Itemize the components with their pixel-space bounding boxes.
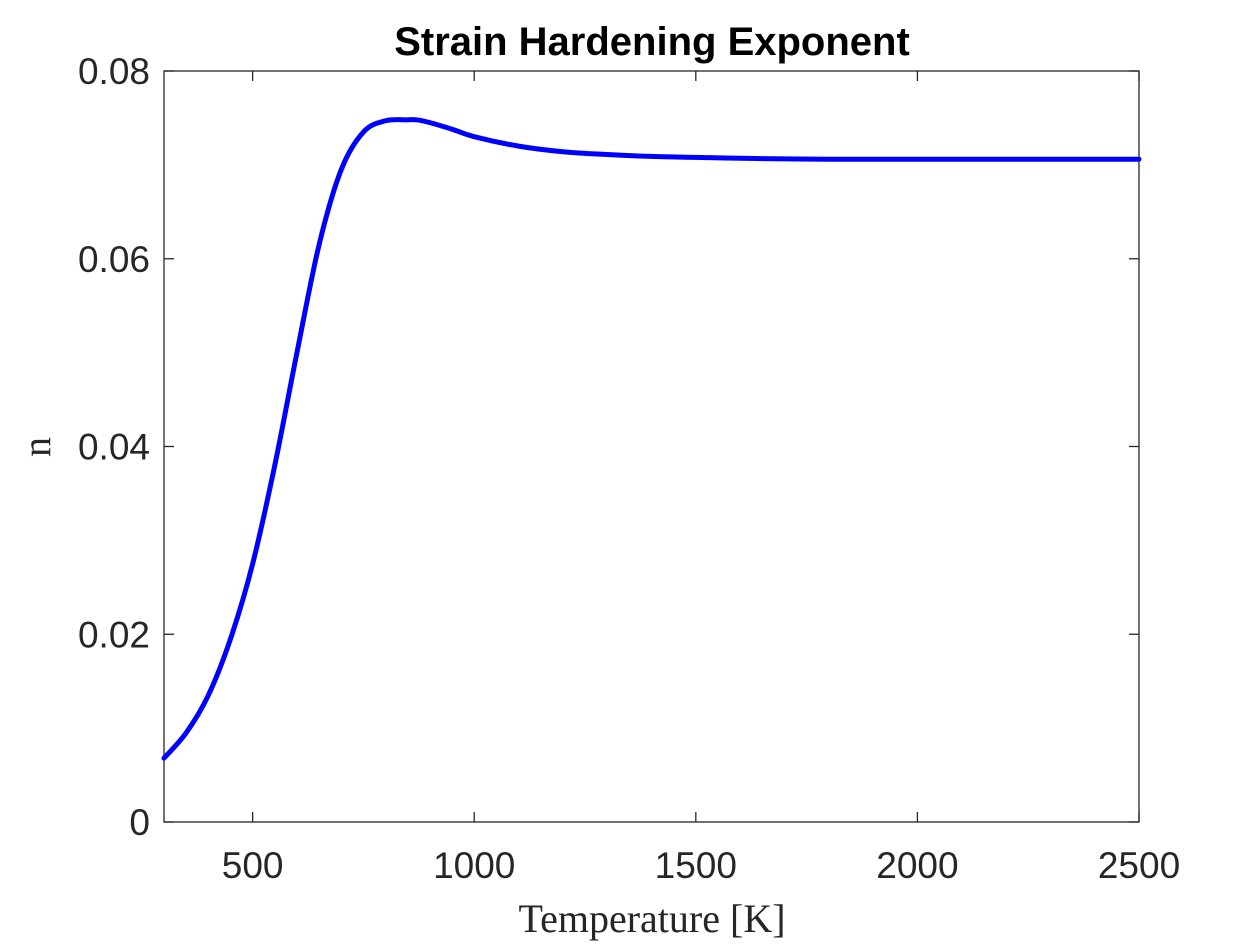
y-tick-label: 0.04	[78, 427, 150, 468]
x-axis-label: Temperature [K]	[518, 896, 785, 941]
plot-area: 500 1000 1500 2000 2500 0 0.02 0.04 0.06 0.08	[78, 51, 1180, 886]
series-line	[161, 117, 1142, 761]
y-tick-label: 0.02	[78, 614, 150, 655]
series-group	[161, 117, 1142, 761]
axes-box	[163, 70, 1140, 823]
x-tick-label: 2000	[876, 845, 958, 886]
x-tick-label: 500	[222, 845, 284, 886]
x-tick-label: 1500	[655, 845, 737, 886]
y-axis-label: n	[14, 437, 59, 457]
x-tick-label: 2500	[1098, 845, 1180, 886]
y-tick-label: 0.06	[78, 239, 150, 280]
y-tick-label: 0.08	[78, 51, 150, 92]
x-tick-label: 1000	[433, 845, 515, 886]
y-axis-ticks: 0 0.02 0.04 0.06 0.08	[78, 51, 1139, 843]
chart-title: Strain Hardening Exponent	[394, 20, 910, 64]
x-axis-ticks: 500 1000 1500 2000 2500	[222, 71, 1180, 886]
y-tick-label: 0	[129, 802, 150, 843]
